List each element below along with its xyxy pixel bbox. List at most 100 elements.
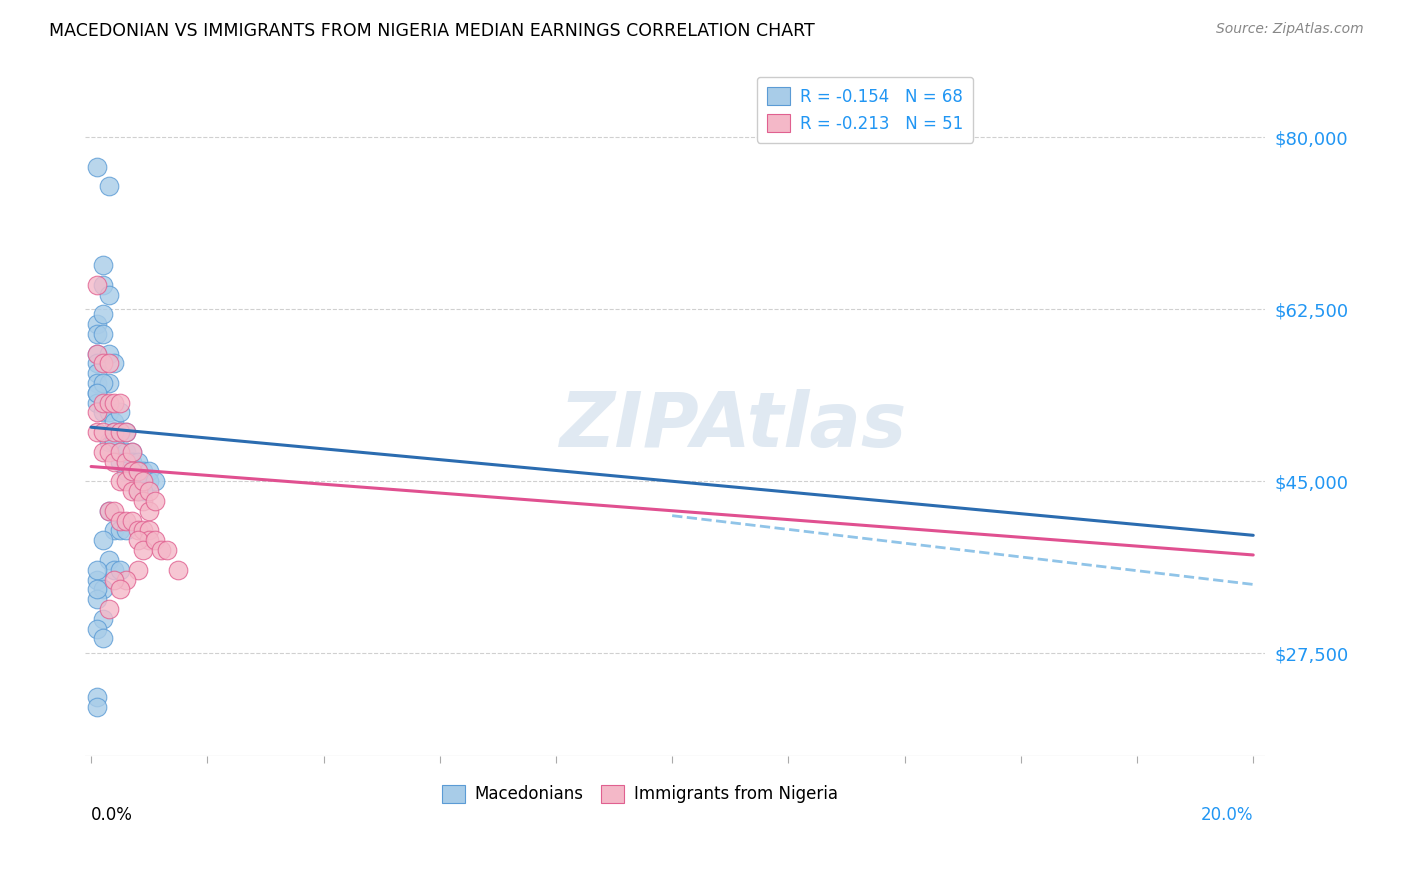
- Point: [121, 514, 143, 528]
- Point: [97, 405, 120, 419]
- Point: [132, 475, 155, 489]
- Point: [91, 376, 114, 390]
- Point: [108, 444, 131, 458]
- Point: [103, 434, 125, 449]
- Point: [108, 454, 131, 468]
- Point: [91, 307, 114, 321]
- Point: [132, 494, 155, 508]
- Point: [115, 465, 138, 479]
- Point: [86, 385, 108, 400]
- Point: [115, 425, 138, 439]
- Point: [108, 514, 131, 528]
- Point: [91, 533, 114, 548]
- Point: [121, 484, 143, 499]
- Point: [103, 504, 125, 518]
- Point: [103, 573, 125, 587]
- Point: [167, 563, 190, 577]
- Point: [108, 475, 131, 489]
- Point: [86, 356, 108, 370]
- Point: [138, 524, 160, 538]
- Point: [108, 444, 131, 458]
- Point: [97, 356, 120, 370]
- Legend: Macedonians, Immigrants from Nigeria: Macedonians, Immigrants from Nigeria: [434, 778, 845, 810]
- Point: [86, 277, 108, 292]
- Point: [97, 504, 120, 518]
- Point: [91, 425, 114, 439]
- Text: 20.0%: 20.0%: [1201, 805, 1253, 823]
- Point: [138, 504, 160, 518]
- Text: MACEDONIAN VS IMMIGRANTS FROM NIGERIA MEDIAN EARNINGS CORRELATION CHART: MACEDONIAN VS IMMIGRANTS FROM NIGERIA ME…: [49, 22, 815, 40]
- Point: [103, 356, 125, 370]
- Point: [86, 690, 108, 705]
- Point: [103, 524, 125, 538]
- Point: [91, 277, 114, 292]
- Point: [108, 425, 131, 439]
- Point: [138, 465, 160, 479]
- Point: [103, 454, 125, 468]
- Point: [138, 533, 160, 548]
- Point: [91, 326, 114, 341]
- Point: [103, 563, 125, 577]
- Point: [115, 573, 138, 587]
- Point: [143, 475, 166, 489]
- Point: [138, 475, 160, 489]
- Point: [86, 160, 108, 174]
- Point: [127, 454, 149, 468]
- Point: [115, 454, 138, 468]
- Point: [91, 582, 114, 597]
- Point: [91, 258, 114, 272]
- Point: [108, 405, 131, 419]
- Point: [127, 524, 149, 538]
- Point: [108, 524, 131, 538]
- Point: [132, 524, 155, 538]
- Point: [121, 465, 143, 479]
- Point: [86, 582, 108, 597]
- Point: [86, 425, 108, 439]
- Point: [86, 573, 108, 587]
- Point: [149, 543, 172, 558]
- Point: [127, 465, 149, 479]
- Point: [132, 475, 155, 489]
- Point: [127, 465, 149, 479]
- Point: [86, 317, 108, 331]
- Point: [121, 465, 143, 479]
- Point: [121, 444, 143, 458]
- Point: [86, 346, 108, 360]
- Text: Source: ZipAtlas.com: Source: ZipAtlas.com: [1216, 22, 1364, 37]
- Point: [103, 425, 125, 439]
- Point: [108, 563, 131, 577]
- Point: [103, 434, 125, 449]
- Point: [86, 366, 108, 380]
- Point: [86, 326, 108, 341]
- Point: [86, 405, 108, 419]
- Point: [121, 444, 143, 458]
- Point: [91, 444, 114, 458]
- Point: [91, 405, 114, 419]
- Point: [115, 475, 138, 489]
- Point: [127, 465, 149, 479]
- Point: [86, 346, 108, 360]
- Point: [86, 376, 108, 390]
- Point: [86, 563, 108, 577]
- Point: [132, 484, 155, 499]
- Point: [97, 602, 120, 616]
- Point: [91, 395, 114, 409]
- Point: [115, 454, 138, 468]
- Point: [103, 425, 125, 439]
- Point: [86, 622, 108, 636]
- Point: [108, 425, 131, 439]
- Point: [97, 179, 120, 194]
- Point: [97, 553, 120, 567]
- Point: [97, 434, 120, 449]
- Point: [115, 514, 138, 528]
- Point: [97, 346, 120, 360]
- Point: [103, 395, 125, 409]
- Point: [115, 425, 138, 439]
- Point: [97, 376, 120, 390]
- Point: [86, 395, 108, 409]
- Point: [121, 465, 143, 479]
- Point: [127, 484, 149, 499]
- Point: [108, 582, 131, 597]
- Point: [86, 385, 108, 400]
- Point: [127, 533, 149, 548]
